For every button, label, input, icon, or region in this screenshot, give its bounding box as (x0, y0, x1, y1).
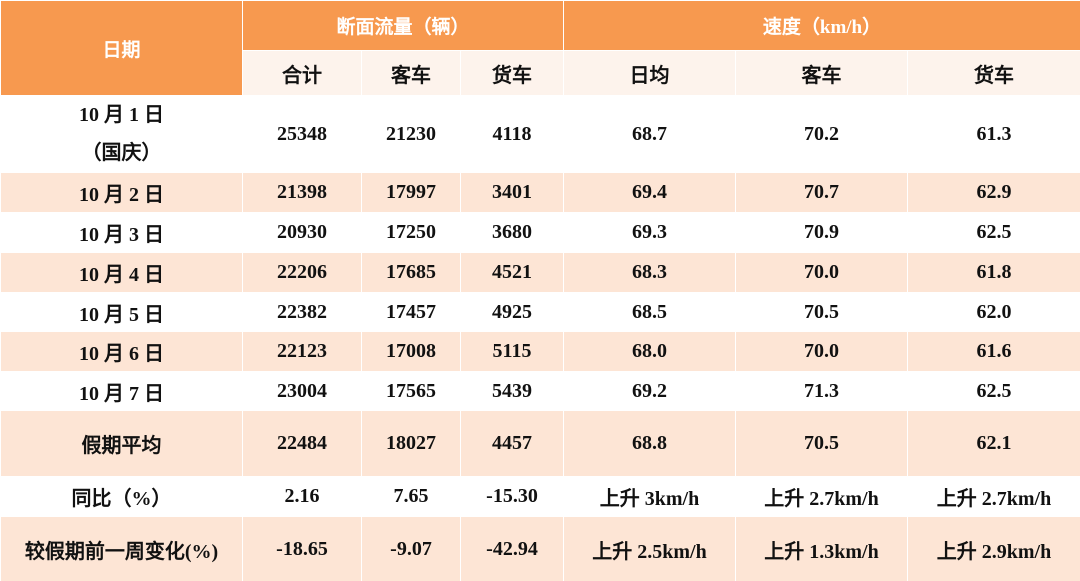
table-cell: 62.0 (907, 292, 1080, 332)
table-cell: 17008 (361, 331, 461, 372)
table-cell: 21230 (361, 95, 461, 173)
table-cell: 70.9 (735, 212, 908, 253)
table-row: 10 月 5 日 22382 17457 4925 68.5 70.5 62.0 (0, 292, 1080, 332)
table-cell: 4925 (460, 292, 564, 332)
table-cell: 68.3 (563, 252, 736, 293)
table-cell: 62.9 (907, 172, 1080, 213)
table-row: 10 月 1 日 （国庆） 25348 21230 4118 68.7 70.2 61.3 (0, 95, 1080, 173)
table-cell: 上升 1.3km/h (735, 516, 908, 581)
table-cell: 10 月 7 日 (0, 371, 243, 411)
table-row: 10 月 2 日 21398 17997 3401 69.4 70.7 62.9 (0, 172, 1080, 213)
table-cell: 70.2 (735, 95, 908, 173)
table-row: 假期平均 22484 18027 4457 68.8 70.5 62.1 (0, 410, 1080, 477)
table-cell: 7.65 (361, 476, 461, 517)
sub-header-cell: 客车 (735, 50, 908, 96)
table-cell: 5115 (460, 331, 564, 372)
table-cell: 69.3 (563, 212, 736, 253)
table-cell: 3401 (460, 172, 564, 213)
table-cell: 61.8 (907, 252, 1080, 293)
table-cell: 70.0 (735, 252, 908, 293)
table-cell: 10 月 5 日 (0, 292, 243, 332)
table-row: 10 月 4 日 22206 17685 4521 68.3 70.0 61.8 (0, 252, 1080, 293)
table-cell: 4457 (460, 410, 564, 477)
table-cell: -9.07 (361, 516, 461, 581)
cell-line: 10 月 1 日 (79, 104, 164, 126)
table-cell: 17565 (361, 371, 461, 411)
table-cell: 上升 2.7km/h (907, 476, 1080, 517)
table-cell: 5439 (460, 371, 564, 411)
sub-header-cell: 货车 (907, 50, 1080, 96)
table-cell: 23004 (242, 371, 362, 411)
table-cell: 上升 2.7km/h (735, 476, 908, 517)
table-cell: 62.5 (907, 371, 1080, 411)
sub-header-cell: 合计 (242, 50, 362, 96)
table-cell: 较假期前一周变化(%) (0, 516, 243, 581)
table-cell: 68.0 (563, 331, 736, 372)
table-cell: 17250 (361, 212, 461, 253)
table-cell: 4521 (460, 252, 564, 293)
table-row: 较假期前一周变化(%) -18.65 -9.07 -42.94 上升 2.5km/h 上升… (0, 516, 1080, 581)
table-cell: 20930 (242, 212, 362, 253)
cell-line: （国庆） (81, 142, 162, 164)
sub-header-cell: 日均 (563, 50, 736, 96)
table-cell: 25348 (242, 95, 362, 173)
table-cell: 22484 (242, 410, 362, 477)
table-row: 10 月 6 日 22123 17008 5115 68.0 70.0 61.6 (0, 331, 1080, 372)
table-cell: 3680 (460, 212, 564, 253)
table-row: 10 月 3 日 20930 17250 3680 69.3 70.9 62.5 (0, 212, 1080, 253)
table-cell: 70.5 (735, 292, 908, 332)
table-cell: 上升 2.5km/h (563, 516, 736, 581)
table-cell: 61.6 (907, 331, 1080, 372)
table-cell: 10 月 4 日 (0, 252, 243, 293)
header-cell: 速度（km/h） (563, 0, 1080, 51)
header-cell: 断面流量（辆） (242, 0, 564, 51)
table-cell: 70.7 (735, 172, 908, 213)
table-cell: 68.7 (563, 95, 736, 173)
table-row: 10 月 7 日 23004 17565 5439 69.2 71.3 62.5 (0, 371, 1080, 411)
table-cell: 10 月 3 日 (0, 212, 243, 253)
table-cell: 70.0 (735, 331, 908, 372)
table-cell: -42.94 (460, 516, 564, 581)
table-cell: 17997 (361, 172, 461, 213)
table-cell: 62.1 (907, 410, 1080, 477)
sub-header-cell: 货车 (460, 50, 564, 96)
table-cell: 4118 (460, 95, 564, 173)
table-cell: 2.16 (242, 476, 362, 517)
table-cell: 上升 2.9km/h (907, 516, 1080, 581)
table-cell: 62.5 (907, 212, 1080, 253)
table-cell: 68.8 (563, 410, 736, 477)
table-cell: 10 月 1 日 （国庆） (0, 95, 243, 173)
table-cell: 70.5 (735, 410, 908, 477)
table-row: 同比（%） 2.16 7.65 -15.30 上升 3km/h 上升 2.7km/h 上升 … (0, 476, 1080, 517)
table-cell: 21398 (242, 172, 362, 213)
table-cell: 17457 (361, 292, 461, 332)
header-cell: 日期 (0, 0, 243, 96)
table-cell: 17685 (361, 252, 461, 293)
table-cell: 22382 (242, 292, 362, 332)
table-cell: 假期平均 (0, 410, 243, 477)
table-cell: 22206 (242, 252, 362, 293)
table-cell: 上升 3km/h (563, 476, 736, 517)
table-cell: 同比（%） (0, 476, 243, 517)
table-cell: 10 月 2 日 (0, 172, 243, 213)
table-cell: -18.65 (242, 516, 362, 581)
sub-header-cell: 客车 (361, 50, 461, 96)
table-cell: -15.30 (460, 476, 564, 517)
table-cell: 68.5 (563, 292, 736, 332)
table-cell: 18027 (361, 410, 461, 477)
table-cell: 10 月 6 日 (0, 331, 243, 372)
table-cell: 69.2 (563, 371, 736, 411)
table-cell: 69.4 (563, 172, 736, 213)
table-cell: 71.3 (735, 371, 908, 411)
table-cell: 22123 (242, 331, 362, 372)
table-cell: 61.3 (907, 95, 1080, 173)
